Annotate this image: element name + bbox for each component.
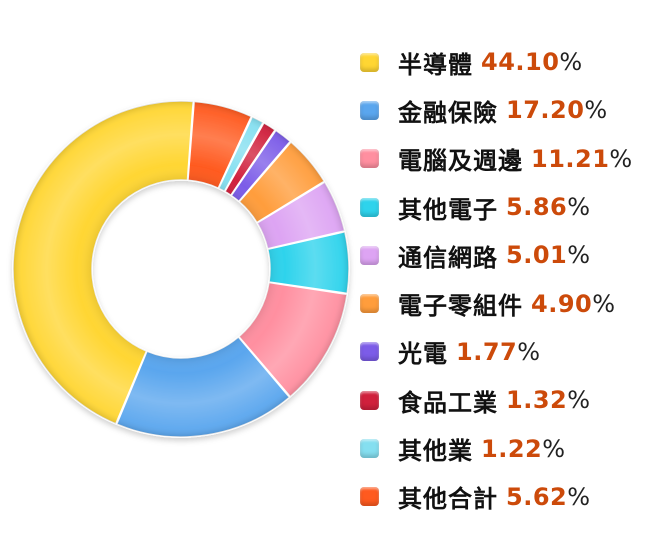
legend-swatch (360, 197, 379, 217)
donut-slice-highlight (267, 231, 349, 294)
donut-slice-highlight (13, 101, 194, 424)
donut-slice-highlight (231, 130, 291, 202)
legend-value: 5.86% (506, 193, 591, 222)
legend-value: 5.01% (506, 241, 591, 270)
legend-label: 電腦及週邊 (398, 147, 523, 176)
legend-label: 食品工業 (398, 388, 498, 417)
legend-label: 電子零組件 (398, 292, 523, 321)
legend-label: 半導體 (398, 50, 473, 79)
legend-item: 半導體 44.10% (360, 38, 660, 86)
donut-slice-highlight (218, 116, 264, 192)
legend-label: 光電 (398, 340, 448, 369)
legend-item: 金融保險 17.20% (360, 86, 660, 134)
legend-swatch (360, 487, 379, 507)
legend-swatch (360, 294, 379, 314)
donut-chart (12, 100, 350, 438)
legend-value: 17.20% (506, 96, 608, 125)
legend-swatch (360, 52, 379, 72)
legend-label: 其他電子 (398, 195, 498, 224)
donut-slice-highlight (257, 182, 345, 249)
legend-value: 1.32% (506, 386, 591, 415)
legend-value: 11.21% (531, 144, 633, 173)
legend: 半導體 44.10% 金融保險 17.20% 電腦及週邊 11.21% 其他電子… (360, 38, 660, 521)
legend-label: 金融保險 (398, 98, 498, 127)
legend-swatch (360, 342, 379, 362)
legend-label: 其他合計 (398, 485, 498, 514)
legend-swatch (360, 439, 379, 459)
legend-value: 44.10% (481, 48, 583, 77)
donut-slice-highlight (224, 122, 276, 196)
legend-swatch (360, 149, 379, 169)
legend-value: 5.62% (506, 482, 591, 511)
donut-slice-highlight (187, 101, 252, 189)
donut-slice-highlight (238, 282, 348, 397)
legend-label: 通信網路 (398, 243, 498, 272)
legend-item: 食品工業 1.32% (360, 376, 660, 424)
legend-swatch (360, 390, 379, 410)
legend-swatch (360, 245, 379, 265)
legend-item: 電子零組件 4.90% (360, 279, 660, 327)
legend-item: 其他合計 5.62% (360, 473, 660, 521)
donut-slice-highlight (239, 142, 325, 223)
legend-item: 通信網路 5.01% (360, 231, 660, 279)
donut-slice-highlight (116, 336, 290, 437)
legend-item: 其他業 1.22% (360, 424, 660, 472)
legend-item: 電腦及週邊 11.21% (360, 135, 660, 183)
legend-item: 光電 1.77% (360, 328, 660, 376)
legend-value: 4.90% (531, 289, 616, 318)
donut-svg (12, 100, 350, 438)
legend-value: 1.22% (481, 434, 566, 463)
legend-value: 1.77% (456, 337, 541, 366)
legend-swatch (360, 100, 379, 120)
legend-label: 其他業 (398, 437, 473, 466)
legend-item: 其他電子 5.86% (360, 183, 660, 231)
